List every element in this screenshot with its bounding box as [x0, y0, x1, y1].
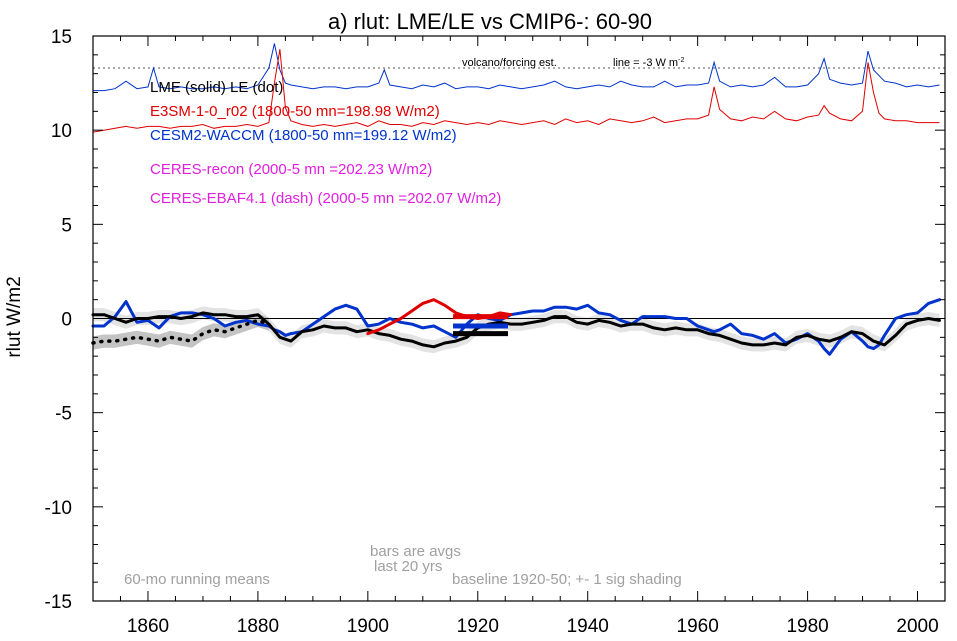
y-tick-label: 10 — [51, 121, 72, 142]
y-tick-label: -10 — [45, 498, 72, 519]
volcano-line-cesm2-waccm — [93, 43, 940, 92]
series-line-lme — [91, 311, 941, 349]
line-note-superscript: -2 — [678, 57, 684, 64]
bars-note-line-2: last 20 yrs — [374, 558, 442, 575]
bars-note-line-1: bars are avgs — [370, 543, 461, 560]
plot-area — [91, 43, 945, 356]
line-note-annotation: line = -3 W m-2 — [613, 57, 684, 69]
x-tick-label: 1980 — [786, 616, 828, 637]
series-line-cesm2-waccm — [91, 298, 941, 356]
volcano-line-e3sm-1-0-r02 — [92, 49, 940, 133]
volcano-annotation: volcano/forcing est. — [462, 57, 557, 69]
line-note-text: line = -3 W m — [613, 57, 678, 69]
le-shading-band — [93, 313, 269, 350]
chart-title: a) rlut: LME/LE vs CMIP6-: 60-90 — [328, 9, 652, 34]
legend-entry-ceres-recon: CERES-recon (2000-5 mn =202.23 W/m2) — [150, 161, 432, 178]
x-tick-label: 1960 — [677, 616, 719, 637]
y-tick-label: 0 — [61, 310, 72, 331]
x-tick-label: 1900 — [347, 616, 389, 637]
legend-entry-lme-le: LME (solid) LE (dot) — [150, 79, 283, 96]
y-axis-label: rlut W/m2 — [4, 276, 25, 357]
legend: LME (solid) LE (dot) E3SM-1-0_r02 (1800-… — [150, 79, 501, 207]
y-tick-label: -5 — [55, 404, 72, 425]
running-means-note: 60-mo running means — [124, 571, 270, 588]
x-tick-label: 2000 — [896, 616, 938, 637]
legend-entry-cesm2: CESM2-WACCM (1800-50 mn=199.12 W/m2) — [150, 127, 457, 144]
series-line-le — [91, 318, 271, 345]
y-tick-label: 5 — [61, 215, 72, 236]
lme-shading-band — [93, 306, 940, 354]
axis-ticks: 1860 1880 1900 1920 1940 1960 1980 2000 15 10 5 0 -5… — [45, 27, 946, 637]
x-tick-label: 1860 — [127, 616, 169, 637]
x-tick-label: 1920 — [457, 616, 499, 637]
y-tick-label: -15 — [45, 592, 72, 613]
legend-entry-ceres-ebaf: CERES-EBAF4.1 (dash) (2000-5 mn =202.07 … — [150, 190, 501, 207]
baseline-note: baseline 1920-50; +- 1 sig shading — [452, 571, 682, 588]
x-tick-label: 1880 — [237, 616, 279, 637]
legend-entry-e3sm: E3SM-1-0_r02 (1800-50 mn=198.98 W/m2) — [150, 103, 440, 120]
x-tick-label: 1940 — [567, 616, 609, 637]
y-tick-label: 15 — [51, 27, 72, 48]
